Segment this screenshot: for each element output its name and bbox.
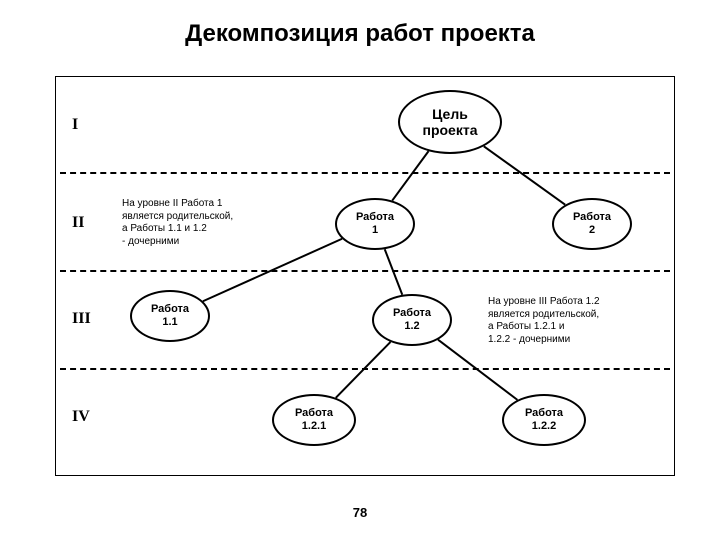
level-label-1: I [72,116,78,134]
separator-2 [60,270,670,272]
node-w12: Работа 1.2 [372,294,452,346]
node-w2: Работа 2 [552,198,632,250]
node-w11: Работа 1.1 [130,290,210,342]
level-label-4: IV [72,408,90,426]
node-w121: Работа 1.2.1 [272,394,356,446]
separator-1 [60,172,670,174]
node-goal: Цель проекта [398,90,502,154]
annotation-1: На уровне II Работа 1 является родительс… [122,198,233,248]
level-label-2: II [72,214,84,232]
page-title: Декомпозиция работ проекта [0,20,720,48]
node-w122: Работа 1.2.2 [502,394,586,446]
annotation-2: На уровне III Работа 1.2 является родите… [488,296,600,346]
level-label-3: III [72,310,91,328]
node-w1: Работа 1 [335,198,415,250]
separator-3 [60,368,670,370]
page-number: 78 [0,505,720,520]
